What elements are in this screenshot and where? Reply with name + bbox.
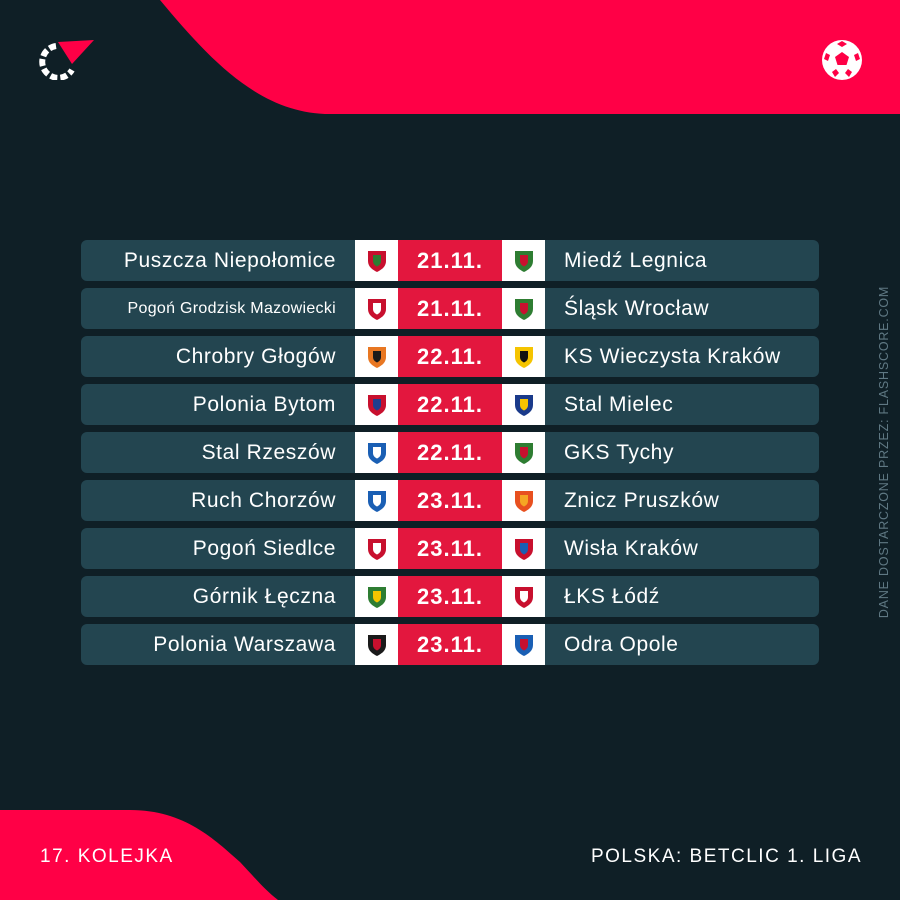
fixture-row: Górnik Łęczna 23.11. ŁKS Łódź (81, 576, 819, 617)
match-date: 21.11. (398, 240, 502, 281)
home-crest-icon (367, 490, 386, 512)
away-team: GKS Tychy (545, 432, 819, 473)
home-crest-cell (355, 288, 398, 329)
fixtures-list: Puszcza Niepołomice 21.11. Miedź Legnica Po… (81, 240, 819, 672)
home-team: Pogoń Siedlce (81, 528, 355, 569)
away-crest-cell (502, 384, 545, 425)
home-crest-icon (367, 586, 386, 608)
home-team: Stal Rzeszów (81, 432, 355, 473)
flashscore-logo-icon (39, 40, 94, 80)
away-crest-cell (502, 528, 545, 569)
away-crest-cell (502, 288, 545, 329)
away-crest-icon (514, 586, 533, 608)
home-crest-icon (367, 250, 386, 272)
home-team: Polonia Warszawa (81, 624, 355, 665)
home-team: Górnik Łęczna (81, 576, 355, 617)
away-crest-cell (502, 432, 545, 473)
away-crest-cell (502, 336, 545, 377)
round-label: 17. KOLEJKA (40, 846, 174, 867)
match-date: 21.11. (398, 288, 502, 329)
away-crest-icon (514, 394, 533, 416)
fixture-row: Ruch Chorzów 23.11. Znicz Pruszków (81, 480, 819, 521)
fixture-row: Chrobry Głogów 22.11. KS Wieczysta Kraków (81, 336, 819, 377)
away-crest-icon (514, 442, 533, 464)
away-team: Stal Mielec (545, 384, 819, 425)
fixture-row: Stal Rzeszów 22.11. GKS Tychy (81, 432, 819, 473)
home-team: Ruch Chorzów (81, 480, 355, 521)
away-crest-icon (514, 298, 533, 320)
football-icon (822, 40, 862, 80)
away-crest-cell (502, 624, 545, 665)
away-crest-cell (502, 576, 545, 617)
home-crest-cell (355, 384, 398, 425)
away-team: Odra Opole (545, 624, 819, 665)
home-team: Puszcza Niepołomice (81, 240, 355, 281)
home-crest-cell (355, 336, 398, 377)
data-source-note: DANE DOSTARCZONE PRZEZ: FLASHSCORE.COM (877, 285, 891, 619)
match-date: 23.11. (398, 528, 502, 569)
away-crest-icon (514, 346, 533, 368)
match-date: 23.11. (398, 624, 502, 665)
home-crest-cell (355, 576, 398, 617)
bottom-red-band (0, 810, 278, 900)
fixture-row: Pogoń Grodzisk Mazowiecki 21.11. Śląsk Wro… (81, 288, 819, 329)
league-label: POLSKA: BETCLIC 1. LIGA (590, 846, 862, 867)
away-crest-icon (514, 250, 533, 272)
away-team: Śląsk Wrocław (545, 288, 819, 329)
home-team: Chrobry Głogów (81, 336, 355, 377)
match-date: 23.11. (398, 576, 502, 617)
home-crest-icon (367, 346, 386, 368)
fixture-row: Pogoń Siedlce 23.11. Wisła Kraków (81, 528, 819, 569)
away-team: KS Wieczysta Kraków (545, 336, 819, 377)
match-date: 23.11. (398, 480, 502, 521)
away-team: Znicz Pruszków (545, 480, 819, 521)
away-crest-icon (514, 634, 533, 656)
home-crest-cell (355, 240, 398, 281)
away-crest-cell (502, 480, 545, 521)
match-date: 22.11. (398, 432, 502, 473)
top-red-band (160, 0, 900, 114)
away-team: Wisła Kraków (545, 528, 819, 569)
home-crest-cell (355, 624, 398, 665)
home-crest-icon (367, 394, 386, 416)
fixture-row: Puszcza Niepołomice 21.11. Miedź Legnica (81, 240, 819, 281)
match-date: 22.11. (398, 336, 502, 377)
home-crest-icon (367, 634, 386, 656)
home-team: Polonia Bytom (81, 384, 355, 425)
fixture-row: Polonia Warszawa 23.11. Odra Opole (81, 624, 819, 665)
home-crest-cell (355, 432, 398, 473)
away-crest-cell (502, 240, 545, 281)
away-team: ŁKS Łódź (545, 576, 819, 617)
home-crest-icon (367, 298, 386, 320)
match-date: 22.11. (398, 384, 502, 425)
home-crest-cell (355, 528, 398, 569)
home-team: Pogoń Grodzisk Mazowiecki (81, 288, 355, 329)
home-crest-icon (367, 442, 386, 464)
away-crest-icon (514, 490, 533, 512)
away-crest-icon (514, 538, 533, 560)
fixture-row: Polonia Bytom 22.11. Stal Mielec (81, 384, 819, 425)
away-team: Miedź Legnica (545, 240, 819, 281)
home-crest-icon (367, 538, 386, 560)
home-crest-cell (355, 480, 398, 521)
